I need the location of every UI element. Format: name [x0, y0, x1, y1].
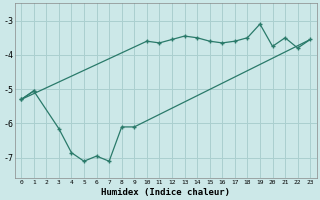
X-axis label: Humidex (Indice chaleur): Humidex (Indice chaleur) — [101, 188, 230, 197]
